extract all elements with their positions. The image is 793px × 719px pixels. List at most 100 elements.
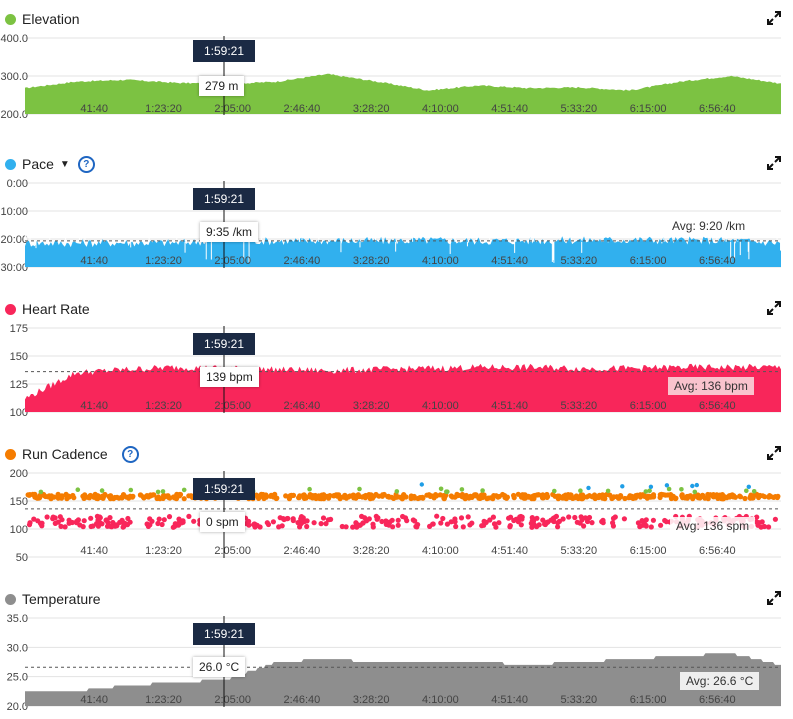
x-tick-label: 1:23:20 [145,694,182,706]
y-tick-label: 35.0 [7,613,28,625]
cadence-point [438,520,444,526]
cursor-time-label: 1:59:21 [193,40,255,62]
y-tick-label: 50 [16,552,28,564]
cadence-point [643,522,649,529]
pace-panel: Pace ▼ ? 0:00 10:00 20:00 30:00 41:40 1:23:20… [0,145,793,290]
cadence-point [50,516,56,522]
cadence-point [307,492,313,498]
cadence-point [321,492,327,498]
cadence-point [651,494,657,500]
cadence-point [560,516,566,522]
help-icon[interactable]: ? [121,445,139,463]
heart-rate-tooltip: 139 bpm [200,367,259,387]
elevation-chart[interactable]: 400.0 300.0 200.0 41:40 1:23:20 2:05:00 2:46:4… [0,0,793,145]
heart-rate-chart[interactable]: 175 150 125 100 41:40 1:23:20 2:05:00 2:46:40 3:… [0,290,793,435]
cadence-point [557,494,563,501]
y-tick-label: 100 [10,407,28,419]
cadence-point [529,515,535,521]
cadence-point [578,488,583,493]
cadence-point [690,483,695,489]
cadence-point [766,524,772,530]
cadence-point [633,493,639,499]
run-cadence-title-label: Run Cadence [22,446,108,462]
cadence-point [591,492,598,498]
cadence-point [295,520,301,526]
cadence-point [500,491,506,498]
cadence-point [106,493,112,500]
cadence-point [181,487,187,493]
cadence-point [658,491,665,497]
heart-rate-title-label: Heart Rate [22,301,90,317]
x-tick-label: 4:51:40 [491,400,528,412]
expand-icon[interactable] [767,446,781,460]
cadence-point [609,495,615,502]
cadence-point [147,516,153,522]
cadence-point [379,518,385,525]
cadence-point [166,514,173,520]
x-tick-label: 6:56:40 [699,694,736,706]
cadence-point [31,516,37,522]
cadence-point [66,517,72,523]
cadence-point [283,493,289,499]
temperature-title-label: Temperature [22,591,101,607]
y-tick-label: 150 [10,496,28,508]
cadence-point [395,517,401,523]
cadence-point [621,516,628,522]
x-tick-label: 4:51:40 [491,694,528,706]
expand-icon[interactable] [767,11,781,25]
expand-icon[interactable] [767,156,781,170]
cadence-point [298,516,304,522]
cadence-point [535,492,541,498]
cadence-point [648,524,654,530]
x-tick-label: 2:05:00 [214,545,251,557]
cadence-point [438,486,444,492]
temperature-chart[interactable]: 35.0 30.0 25.0 20.0 41:40 1:23:20 2:05:00 2:46:… [0,580,793,719]
cadence-point [522,492,528,498]
cadence-point [320,515,327,521]
elevation-title: Elevation [5,10,80,28]
y-tick-label: 30:00 [0,262,28,274]
cadence-point [155,494,161,500]
cadence-point [176,491,183,498]
cadence-point [552,488,557,494]
cadence-point [694,482,699,488]
cadence-point [86,495,92,501]
cadence-point [762,494,768,500]
cadence-point [257,493,263,499]
y-tick-label: 200.0 [0,109,28,121]
cadence-point [508,514,514,520]
x-tick-label: 3:28:20 [353,255,390,267]
cadence-point [180,518,186,524]
expand-icon[interactable] [767,591,781,605]
run-cadence-chart[interactable]: 200 150 100 50 41:40 1:23:20 2:05:00 2:46:40 3:2… [0,435,793,580]
expand-icon[interactable] [767,301,781,315]
help-icon[interactable]: ? [77,155,95,173]
x-tick-label: 4:10:00 [422,400,459,412]
cadence-point [81,518,87,524]
cadence-point [389,517,395,523]
cadence-point [357,522,363,528]
cadence-point [36,495,42,501]
run-cadence-tooltip: 0 spm [200,512,245,532]
cadence-point [666,486,672,492]
cadence-point [534,515,540,521]
x-tick-label: 5:33:20 [560,255,597,267]
cadence-point [756,520,762,526]
y-tick-label: 125 [10,379,28,391]
x-tick-label: 3:28:20 [353,545,390,557]
chevron-down-icon[interactable]: ▼ [59,158,70,170]
cadence-point [616,494,622,500]
cadence-point [754,514,760,520]
cadence-point [692,493,698,499]
cadence-point [643,489,649,494]
cadence-point [460,524,466,530]
cadence-point [610,520,616,526]
cadence-point [125,515,131,522]
cadence-point [540,517,546,523]
run-cadence-average-label: Avg: 136 spm [670,517,756,535]
temperature-tooltip: 26.0 °C [193,657,246,677]
cadence-point [350,524,356,530]
run-cadence-title: Run Cadence ? [5,445,139,463]
x-tick-label: 41:40 [80,545,108,557]
cadence-point [744,488,749,494]
